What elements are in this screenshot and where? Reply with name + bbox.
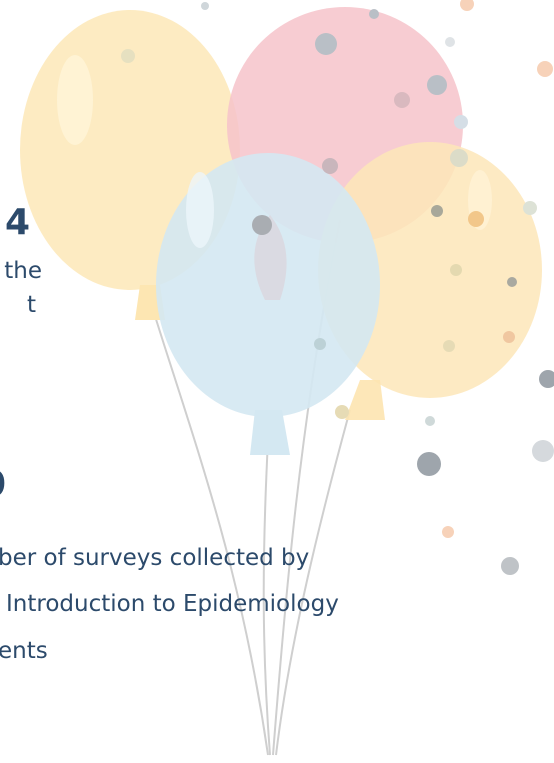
stat-number: 4 [5,202,30,243]
stat-text: the [4,258,42,284]
screen: 4 the t 0 ber of surveys collected by In… [0,0,554,763]
page: 4 the t 0 ber of surveys collected by In… [0,0,554,763]
stat-text: ber of surveys collected by [0,545,309,571]
stat-number: 0 [0,464,6,505]
stat-text: Introduction to Epidemiology [6,591,339,617]
stat-text: ents [0,638,48,664]
stat-text: t [27,292,36,318]
stat-2: 0 ber of surveys collected by Introducti… [0,464,339,664]
